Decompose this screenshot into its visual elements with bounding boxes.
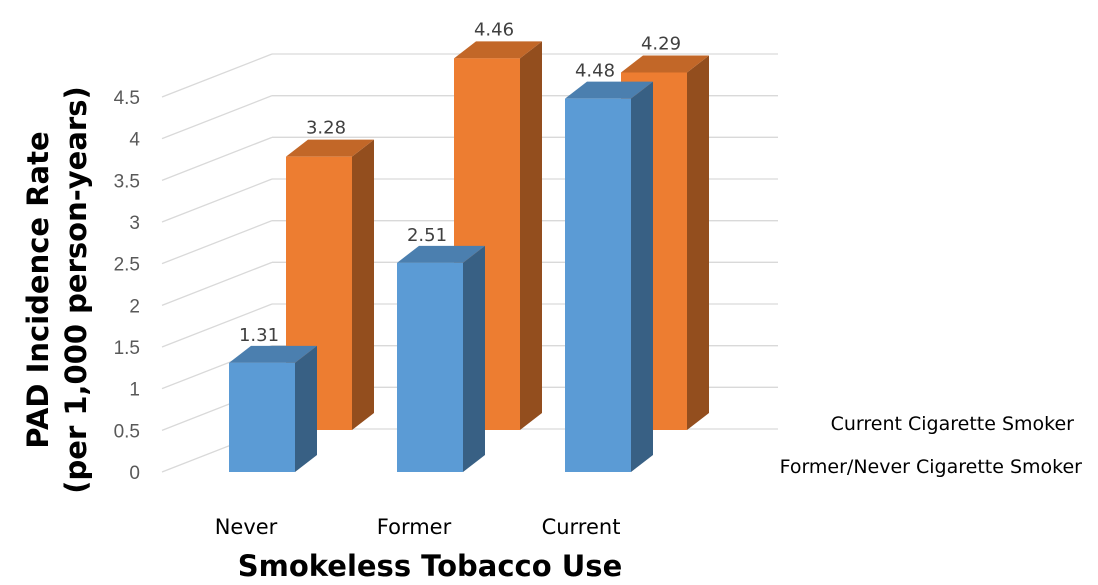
- data-labels: 3.28 4.46 4.29 1.31 2.51 4.48: [239, 19, 681, 346]
- bar-side: [631, 81, 653, 473]
- bar-side: [352, 139, 374, 430]
- bar-front: [229, 362, 295, 472]
- data-label: 1.31: [239, 325, 279, 346]
- bar-top: [565, 81, 653, 99]
- y-tick-label: 3: [129, 213, 140, 234]
- bar-front: [397, 262, 463, 472]
- bar-side: [687, 55, 709, 430]
- bar-side: [463, 245, 485, 472]
- y-tick-label: 0.5: [114, 421, 140, 442]
- y-tick-label: 2: [129, 296, 140, 317]
- data-label: 4.46: [474, 19, 514, 40]
- gridline-diagonal: [161, 136, 273, 181]
- data-label: 2.51: [407, 225, 447, 246]
- bar-former-never-smoker: [565, 81, 653, 473]
- y-tick-label: 1.5: [114, 338, 140, 359]
- gridline-diagonal: [161, 53, 273, 98]
- y-tick-label: 2.5: [114, 255, 140, 276]
- bar-top: [229, 345, 317, 363]
- gridline-diagonal: [161, 95, 273, 140]
- data-label: 4.29: [641, 34, 681, 55]
- y-axis-title: PAD Incidence Rate (per 1,000 person-yea…: [21, 86, 93, 493]
- bar-side: [295, 345, 317, 472]
- gridline-diagonal: [161, 303, 273, 348]
- bar-top: [621, 55, 709, 73]
- data-label: 3.28: [306, 118, 346, 139]
- bar-front: [565, 98, 631, 473]
- x-category-label: Former: [377, 515, 452, 539]
- bar-top: [454, 41, 542, 59]
- y-tick-label: 4: [129, 130, 140, 151]
- x-category-label: Never: [215, 515, 278, 539]
- gridline-diagonal: [161, 220, 273, 265]
- data-label: 4.48: [575, 61, 615, 82]
- y-tick-label: 0: [129, 463, 140, 484]
- bar-former-never-smoker: [229, 345, 317, 472]
- y-tick-label: 3.5: [114, 171, 140, 192]
- gridline-diagonal: [161, 178, 273, 223]
- bar-top: [286, 139, 374, 157]
- x-axis-categories: Never Former Current: [215, 515, 621, 539]
- former-never-smoker-bars: [229, 81, 653, 473]
- y-tick-label: 4.5: [114, 88, 140, 109]
- y-axis-title-line2: (per 1,000 person-years): [59, 86, 93, 493]
- gridline-diagonal: [161, 261, 273, 306]
- x-axis-title: Smokeless Tobacco Use: [238, 549, 623, 583]
- y-axis-title-line1: PAD Incidence Rate: [21, 131, 55, 448]
- bar-side: [520, 41, 542, 430]
- x-category-label: Current: [542, 515, 621, 539]
- bar-former-never-smoker: [397, 245, 485, 472]
- series-label-front: Former/Never Cigarette Smoker: [780, 456, 1083, 478]
- series-label-back: Current Cigarette Smoker: [831, 413, 1075, 435]
- y-tick-label: 1: [129, 380, 140, 401]
- bar-top: [397, 245, 485, 263]
- y-axis-ticks: 0 0.5 1 1.5 2 2.5 3 3.5 4 4.5: [114, 88, 141, 484]
